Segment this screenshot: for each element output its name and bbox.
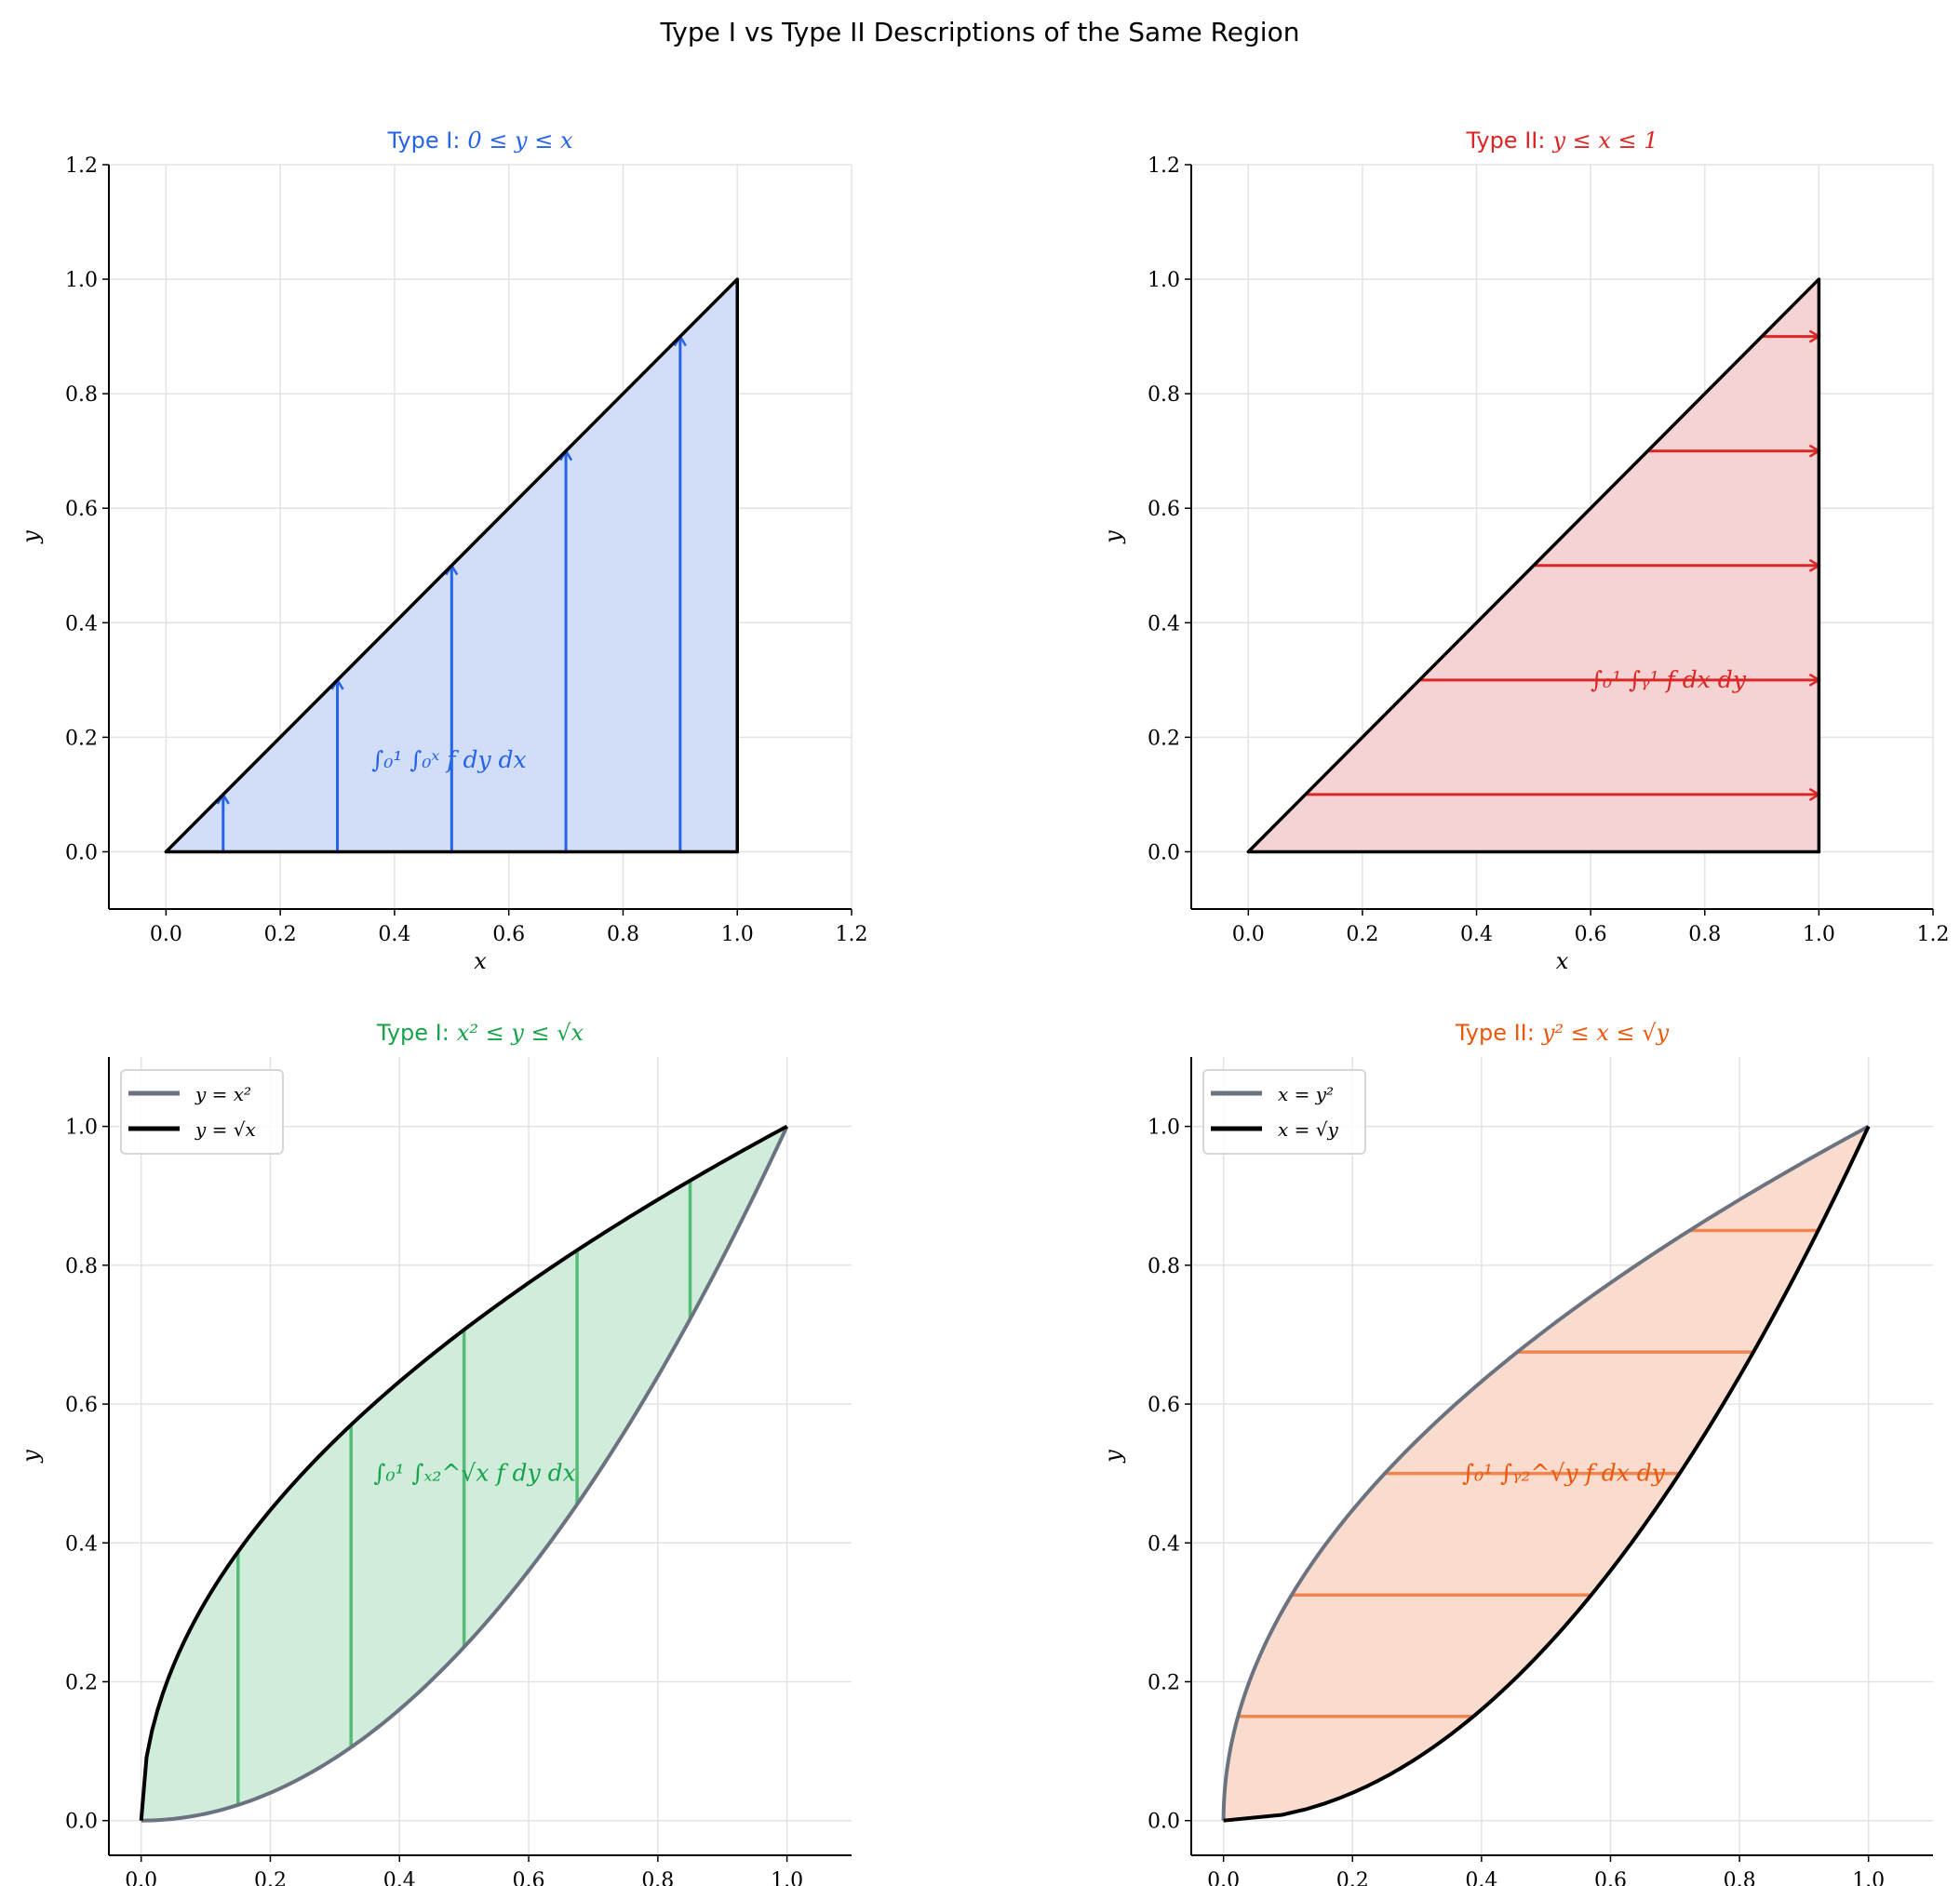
panel-top-right: 0.0 0.2 0.4 0.6 0.8 1.0 1.2 0.0 0.2 0.4 0.6 0.8 1.0 1…	[1100, 127, 1950, 974]
integral-annotation: ∫₀¹ ∫ᵧ¹ f dx dy	[1591, 666, 1747, 693]
x-tick-label: 0.6	[513, 1869, 545, 1886]
y-tick-label: 0.4	[1148, 612, 1180, 635]
x-tick-label: 0.6	[492, 923, 525, 946]
subplot-title-prefix: Type I:	[386, 127, 460, 154]
y-tick-label: 1.0	[65, 1117, 98, 1140]
y-tick-label: 0.4	[65, 612, 98, 635]
legend-label: x = y²	[1278, 1083, 1334, 1105]
legend-label: y = √x	[195, 1118, 256, 1141]
y-tick-label: 0.6	[65, 1394, 98, 1417]
x-tick-label: 1.0	[1803, 923, 1835, 946]
x-tick-label: 0.0	[150, 923, 182, 946]
subplot-title-math: 0 ≤ y ≤ x	[467, 127, 573, 154]
y-tick-label: 0.2	[65, 727, 98, 750]
y-tick-label: 1.2	[1148, 154, 1180, 178]
y-tick-label: 1.2	[65, 154, 98, 178]
y-axis-label: y	[1100, 530, 1126, 544]
series-curve-0	[141, 1125, 789, 1823]
legend-label: y = x²	[195, 1083, 251, 1105]
legend: y = x² y = √x	[120, 1069, 284, 1155]
y-tick-label: 0.0	[65, 1811, 98, 1834]
region-boundary	[164, 277, 739, 854]
y-tick-label: 0.6	[65, 498, 98, 521]
y-tick-label: 0.2	[65, 1671, 98, 1694]
subplot-title: Type II: y² ≤ x ≤ √y	[1455, 1020, 1670, 1046]
x-tick-label: 1.2	[836, 923, 868, 946]
x-tick-label: 0.2	[254, 1869, 287, 1886]
x-tick-label: 0.2	[1346, 923, 1378, 946]
x-tick-label: 0.0	[1232, 923, 1265, 946]
x-axis-label: x	[1556, 948, 1569, 974]
x-tick-label: 0.4	[1460, 923, 1493, 946]
subplot-title: Type I: 0 ≤ y ≤ x	[386, 127, 572, 154]
y-tick-label: 1.0	[65, 269, 98, 292]
x-tick-label: 0.8	[1688, 923, 1721, 946]
series-curve-0	[1221, 1124, 1870, 1821]
y-tick-label: 0.8	[1148, 383, 1180, 407]
integral-annotation: ∫₀¹ ∫ᵧ₂^√y f dx dy	[1462, 1460, 1666, 1487]
x-tick-label: 1.2	[1917, 923, 1950, 946]
subplot-title-prefix: Type II:	[1455, 1020, 1535, 1046]
x-axis-label: x	[474, 948, 487, 974]
y-tick-label: 0.4	[1148, 1532, 1180, 1556]
legend-label: x = √y	[1278, 1118, 1338, 1141]
x-tick-label: 1.0	[771, 1869, 803, 1886]
x-tick-label: 0.6	[1575, 923, 1607, 946]
subplot-title-prefix: Type II:	[1465, 127, 1545, 154]
x-tick-label: 0.0	[125, 1869, 157, 1886]
subplot-title: Type I: x² ≤ y ≤ √x	[376, 1020, 584, 1046]
y-tick-label: 0.6	[1148, 498, 1180, 521]
subplot-title-math: y² ≤ x ≤ √y	[1541, 1020, 1670, 1046]
x-tick-label: 0.8	[641, 1869, 674, 1886]
x-tick-label: 0.4	[383, 1869, 416, 1886]
y-tick-label: 0.8	[65, 383, 98, 407]
legend: x = y² x = √y	[1202, 1069, 1366, 1155]
y-axis-label: y	[18, 1450, 44, 1464]
x-tick-label: 0.0	[1207, 1869, 1240, 1886]
y-tick-label: 1.0	[1148, 269, 1180, 292]
y-tick-label: 0.0	[1148, 1811, 1180, 1834]
x-tick-label: 0.8	[1724, 1869, 1756, 1886]
region-boundary	[1246, 277, 1821, 854]
figure-title: Type I vs Type II Descriptions of the Sa…	[660, 17, 1300, 47]
x-tick-label: 0.8	[607, 923, 639, 946]
x-tick-label: 1.0	[721, 923, 754, 946]
y-tick-label: 0.8	[65, 1255, 98, 1278]
x-tick-label: 1.0	[1852, 1869, 1885, 1886]
y-tick-label: 0.6	[1148, 1394, 1180, 1417]
y-tick-label: 0.2	[1148, 1671, 1180, 1694]
subplot-title-math: y ≤ x ≤ 1	[1551, 127, 1658, 154]
x-tick-label: 0.2	[1336, 1869, 1369, 1886]
y-tick-label: 0.0	[1148, 841, 1180, 864]
series-curve-1	[139, 1124, 788, 1821]
y-axis-label: y	[18, 530, 44, 544]
y-tick-label: 0.8	[1148, 1255, 1180, 1278]
y-tick-label: 1.0	[1148, 1117, 1180, 1140]
subplot-title-prefix: Type I:	[376, 1020, 450, 1046]
x-tick-label: 0.4	[378, 923, 410, 946]
series-curve-1	[1223, 1125, 1871, 1823]
y-tick-label: 0.4	[65, 1532, 98, 1556]
integral-annotation: ∫₀¹ ∫₀ˣ f dy dx	[371, 746, 526, 773]
panel-bottom-left: 0.0 0.2 0.4 0.6 0.8 1.0 0.0 0.2 0.4 0.6 0.8 1.0 y = …	[18, 1020, 852, 1886]
y-tick-label: 0.0	[65, 841, 98, 864]
subplot-title-math: x² ≤ y ≤ √x	[457, 1020, 584, 1046]
y-tick-label: 0.2	[1148, 727, 1180, 750]
subplot-title: Type II: y ≤ x ≤ 1	[1465, 127, 1658, 154]
y-axis-label: y	[1100, 1450, 1126, 1464]
panel-bottom-right: 0.0 0.2 0.4 0.6 0.8 1.0 0.0 0.2 0.4 0.6 0.8 1.0 x = …	[1100, 1020, 1933, 1886]
panel-top-left: 0.0 0.2 0.4 0.6 0.8 1.0 1.2 0.0 0.2 0.4 0.6 0.8 1.0 1…	[18, 127, 868, 974]
integral-annotation: ∫₀¹ ∫ₓ₂^√x f dy dx	[374, 1460, 576, 1487]
x-tick-label: 0.2	[264, 923, 297, 946]
x-tick-label: 0.4	[1465, 1869, 1497, 1886]
x-tick-label: 0.6	[1594, 1869, 1627, 1886]
